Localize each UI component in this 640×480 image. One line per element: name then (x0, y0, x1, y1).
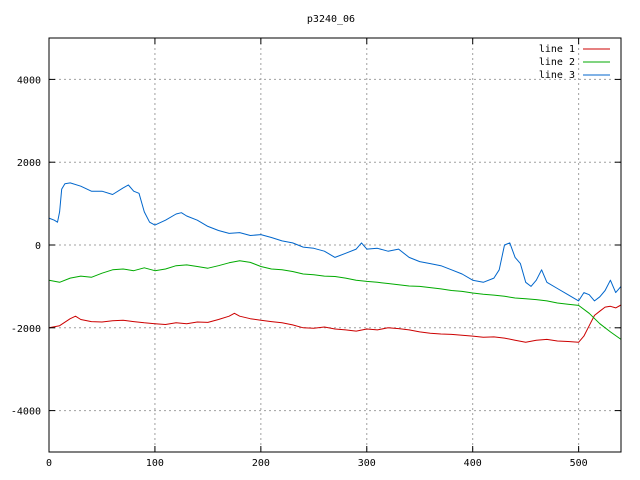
x-tick-label: 0 (46, 458, 52, 469)
x-tick-label: 100 (146, 458, 164, 469)
series-line-3 (48, 182, 622, 302)
legend-label-1: line 1 (539, 44, 575, 55)
x-tick-label: 400 (464, 458, 482, 469)
x-tick-label: 500 (570, 458, 588, 469)
series-group (48, 182, 622, 343)
y-tick-label: 2000 (17, 158, 41, 169)
grid-lines (49, 38, 621, 452)
chart-title: p3240_06 (307, 14, 355, 25)
legend: line 1 line 2 line 3 (539, 44, 610, 81)
y-tick-label: 4000 (17, 75, 41, 86)
y-tick-label: 0 (35, 241, 41, 252)
legend-label-2: line 2 (539, 57, 575, 68)
series-line-1 (48, 304, 622, 343)
x-tick-label: 300 (358, 458, 376, 469)
legend-label-3: line 3 (539, 70, 575, 81)
x-tick-label: 200 (252, 458, 270, 469)
series-line-2 (48, 260, 622, 340)
axis-ticks: 0 100 200 300 400 500 -4000 -2000 0 2000 4000 (11, 38, 621, 469)
y-tick-label: -4000 (11, 407, 41, 418)
y-tick-label: -2000 (11, 324, 41, 335)
